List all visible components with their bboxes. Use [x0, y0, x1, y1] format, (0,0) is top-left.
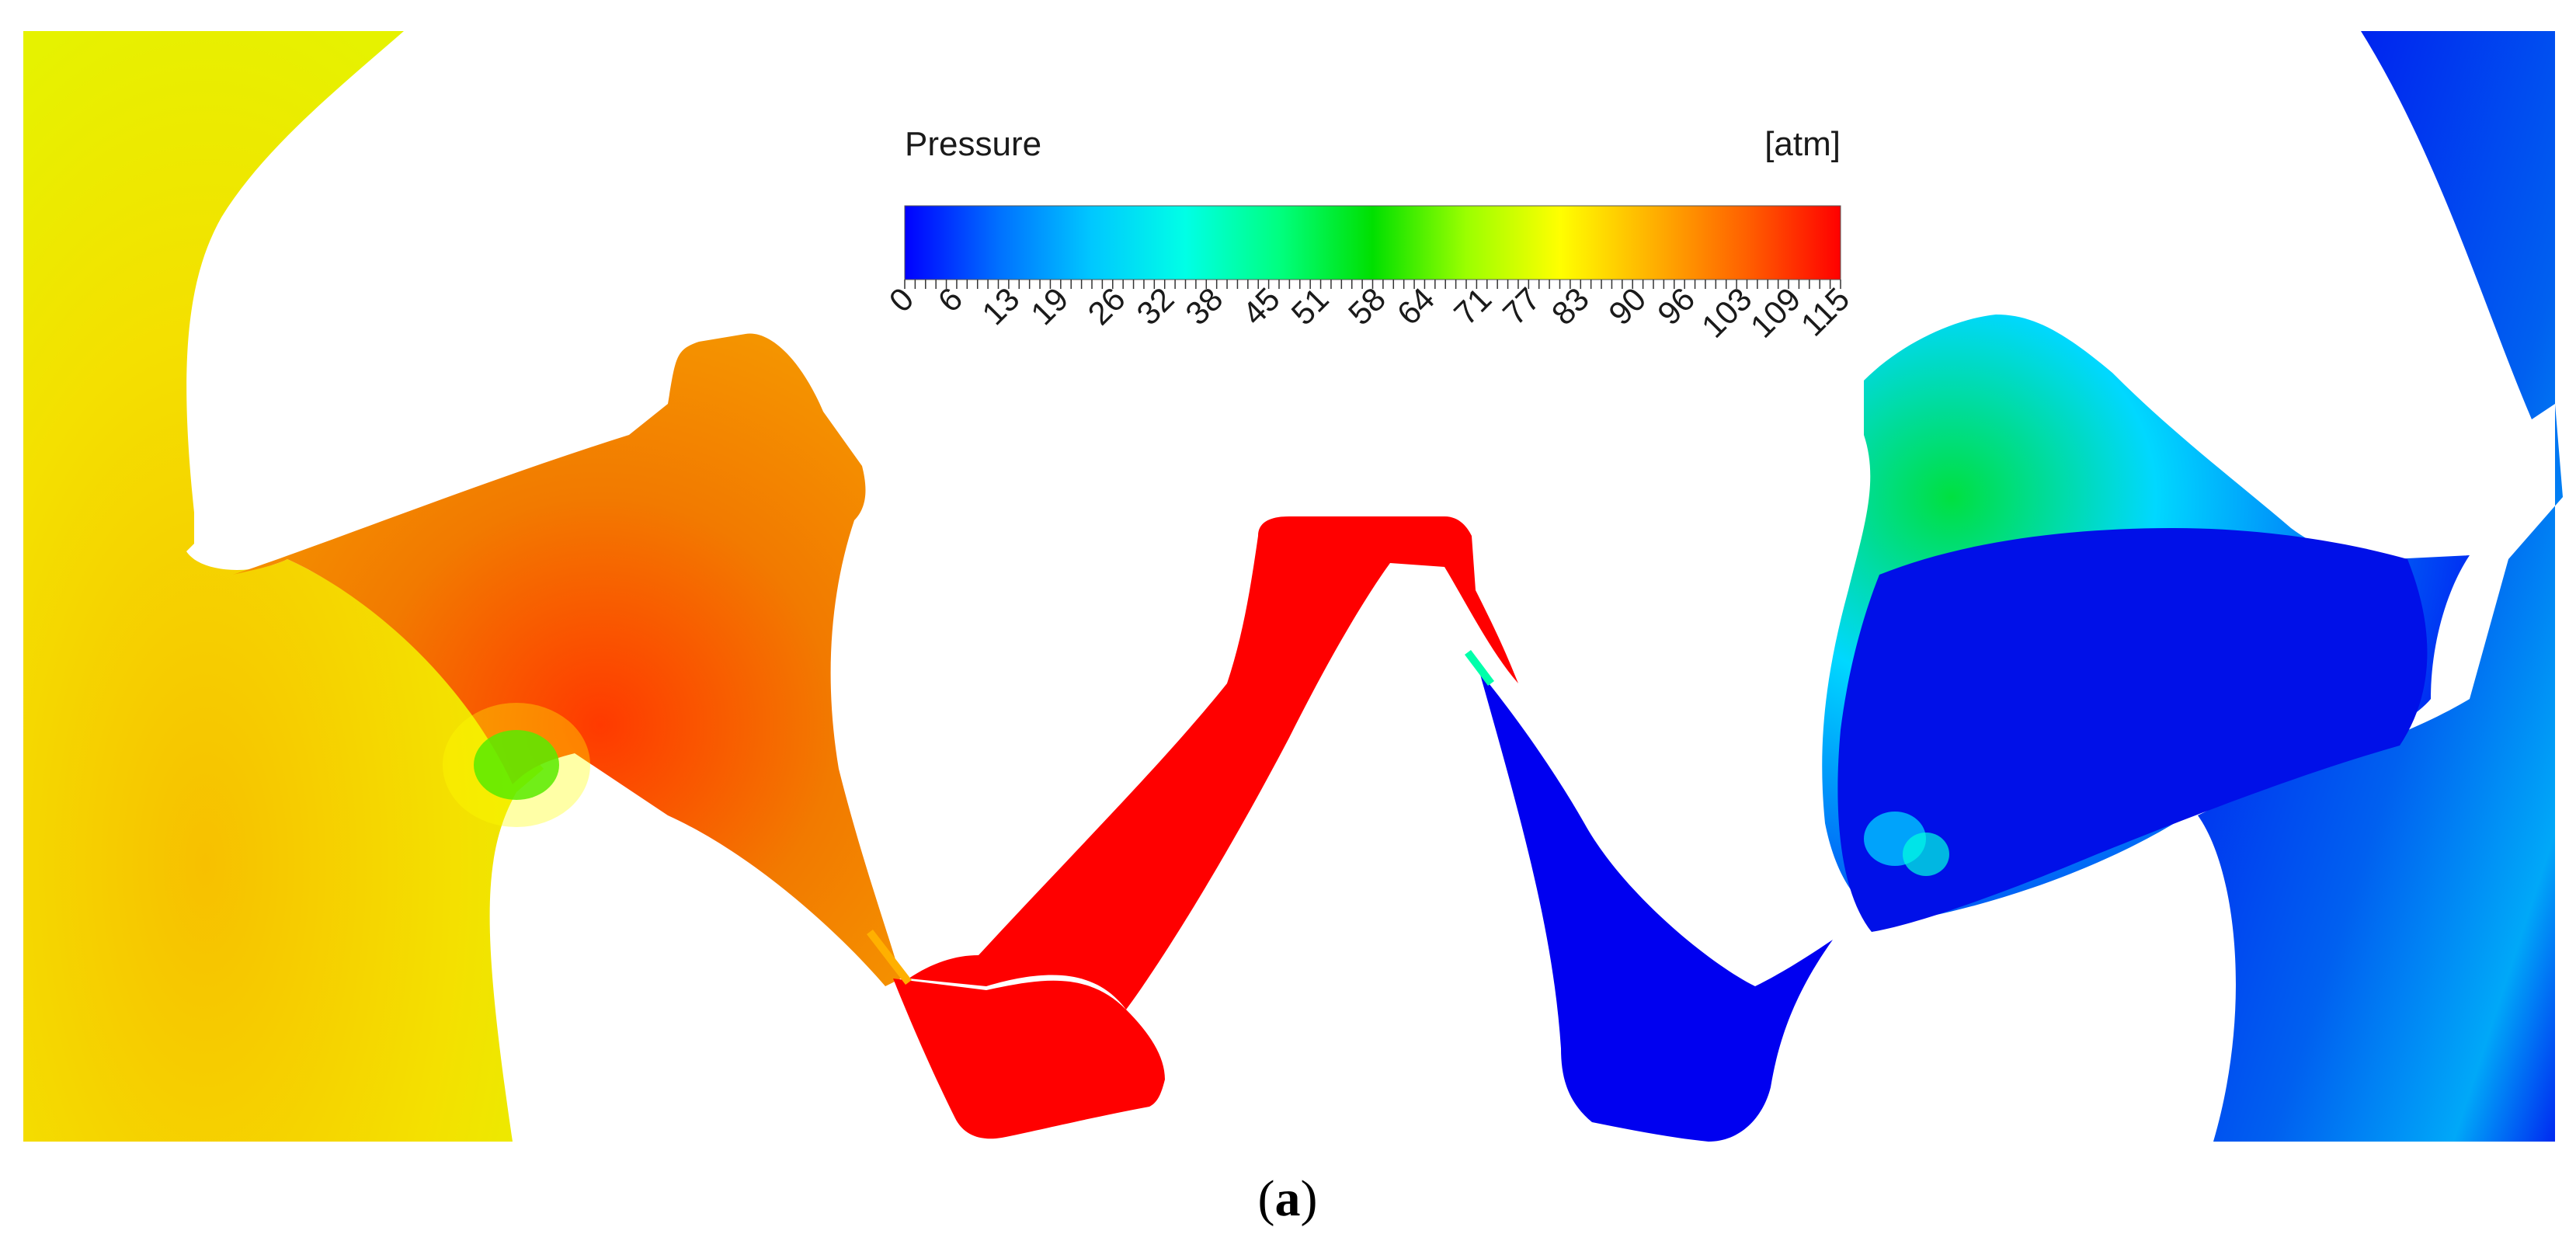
colorbar-tick-label: 58 — [1341, 280, 1392, 332]
caption-open: ( — [1258, 1170, 1275, 1227]
colorbar-tick-label: 26 — [1081, 280, 1132, 332]
colorbar-tick-label: 71 — [1447, 280, 1498, 332]
right-gear-bubble-2 — [1903, 833, 1949, 876]
colorbar-tick-label: 32 — [1129, 280, 1180, 332]
left-gear-notch — [474, 730, 559, 800]
lower-right-tooth — [1479, 672, 1833, 1142]
left-gear-tooth-upper — [233, 333, 901, 986]
right-gear-mid — [1837, 528, 2428, 932]
colorbar-tick-label: 90 — [1601, 280, 1653, 332]
colorbar-unit: [atm] — [1764, 125, 1841, 163]
caption-close: ) — [1301, 1170, 1318, 1227]
colorbar-tick-label: 83 — [1545, 280, 1596, 332]
colorbar-tick-label: 64 — [1390, 280, 1441, 332]
colorbar-title: Pressure — [905, 125, 1041, 163]
caption-letter: a — [1275, 1170, 1301, 1227]
colorbar-tick-label: 96 — [1650, 280, 1702, 332]
colorbar-tick-label: 6 — [930, 280, 969, 319]
colorbar-tick-label: 115 — [1794, 280, 1857, 343]
colorbar-tick-label: 51 — [1284, 280, 1335, 332]
right-gear-body — [2198, 31, 2563, 1142]
colorbar-tick-label: 19 — [1024, 280, 1075, 332]
left-gear-notch-halo — [443, 703, 590, 827]
colorbar-minor-ticks — [904, 280, 1841, 289]
lower-left-tooth — [893, 979, 1165, 1139]
colorbar-gradient — [904, 205, 1841, 280]
figure-caption: (a) — [1258, 1170, 1318, 1227]
contact-line-right — [1465, 650, 1494, 686]
center-tooth — [909, 516, 1518, 1010]
contact-line-left — [867, 929, 912, 985]
left-gear-body — [23, 31, 544, 1142]
